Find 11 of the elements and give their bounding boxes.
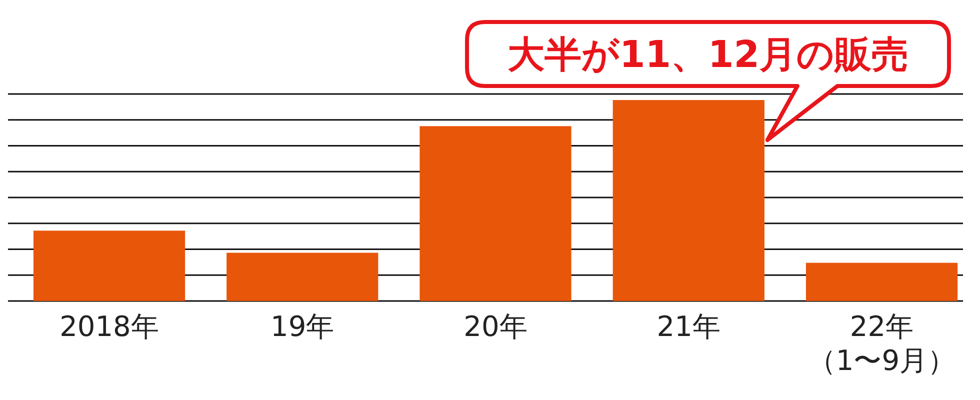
x-tick-label: 21年 [656,310,720,343]
x-tick-label: 2018年 [60,310,159,343]
x-tick-label: 20年 [464,310,528,343]
bar [612,100,764,301]
bar [33,230,186,301]
bar [226,252,378,301]
bar [806,262,958,301]
bar [420,126,572,301]
x-tick-label: 22年（1〜9月） [808,310,956,377]
annotation: 大半が11、12月の販売 [508,33,908,76]
x-tick-label: 19年 [270,310,334,343]
